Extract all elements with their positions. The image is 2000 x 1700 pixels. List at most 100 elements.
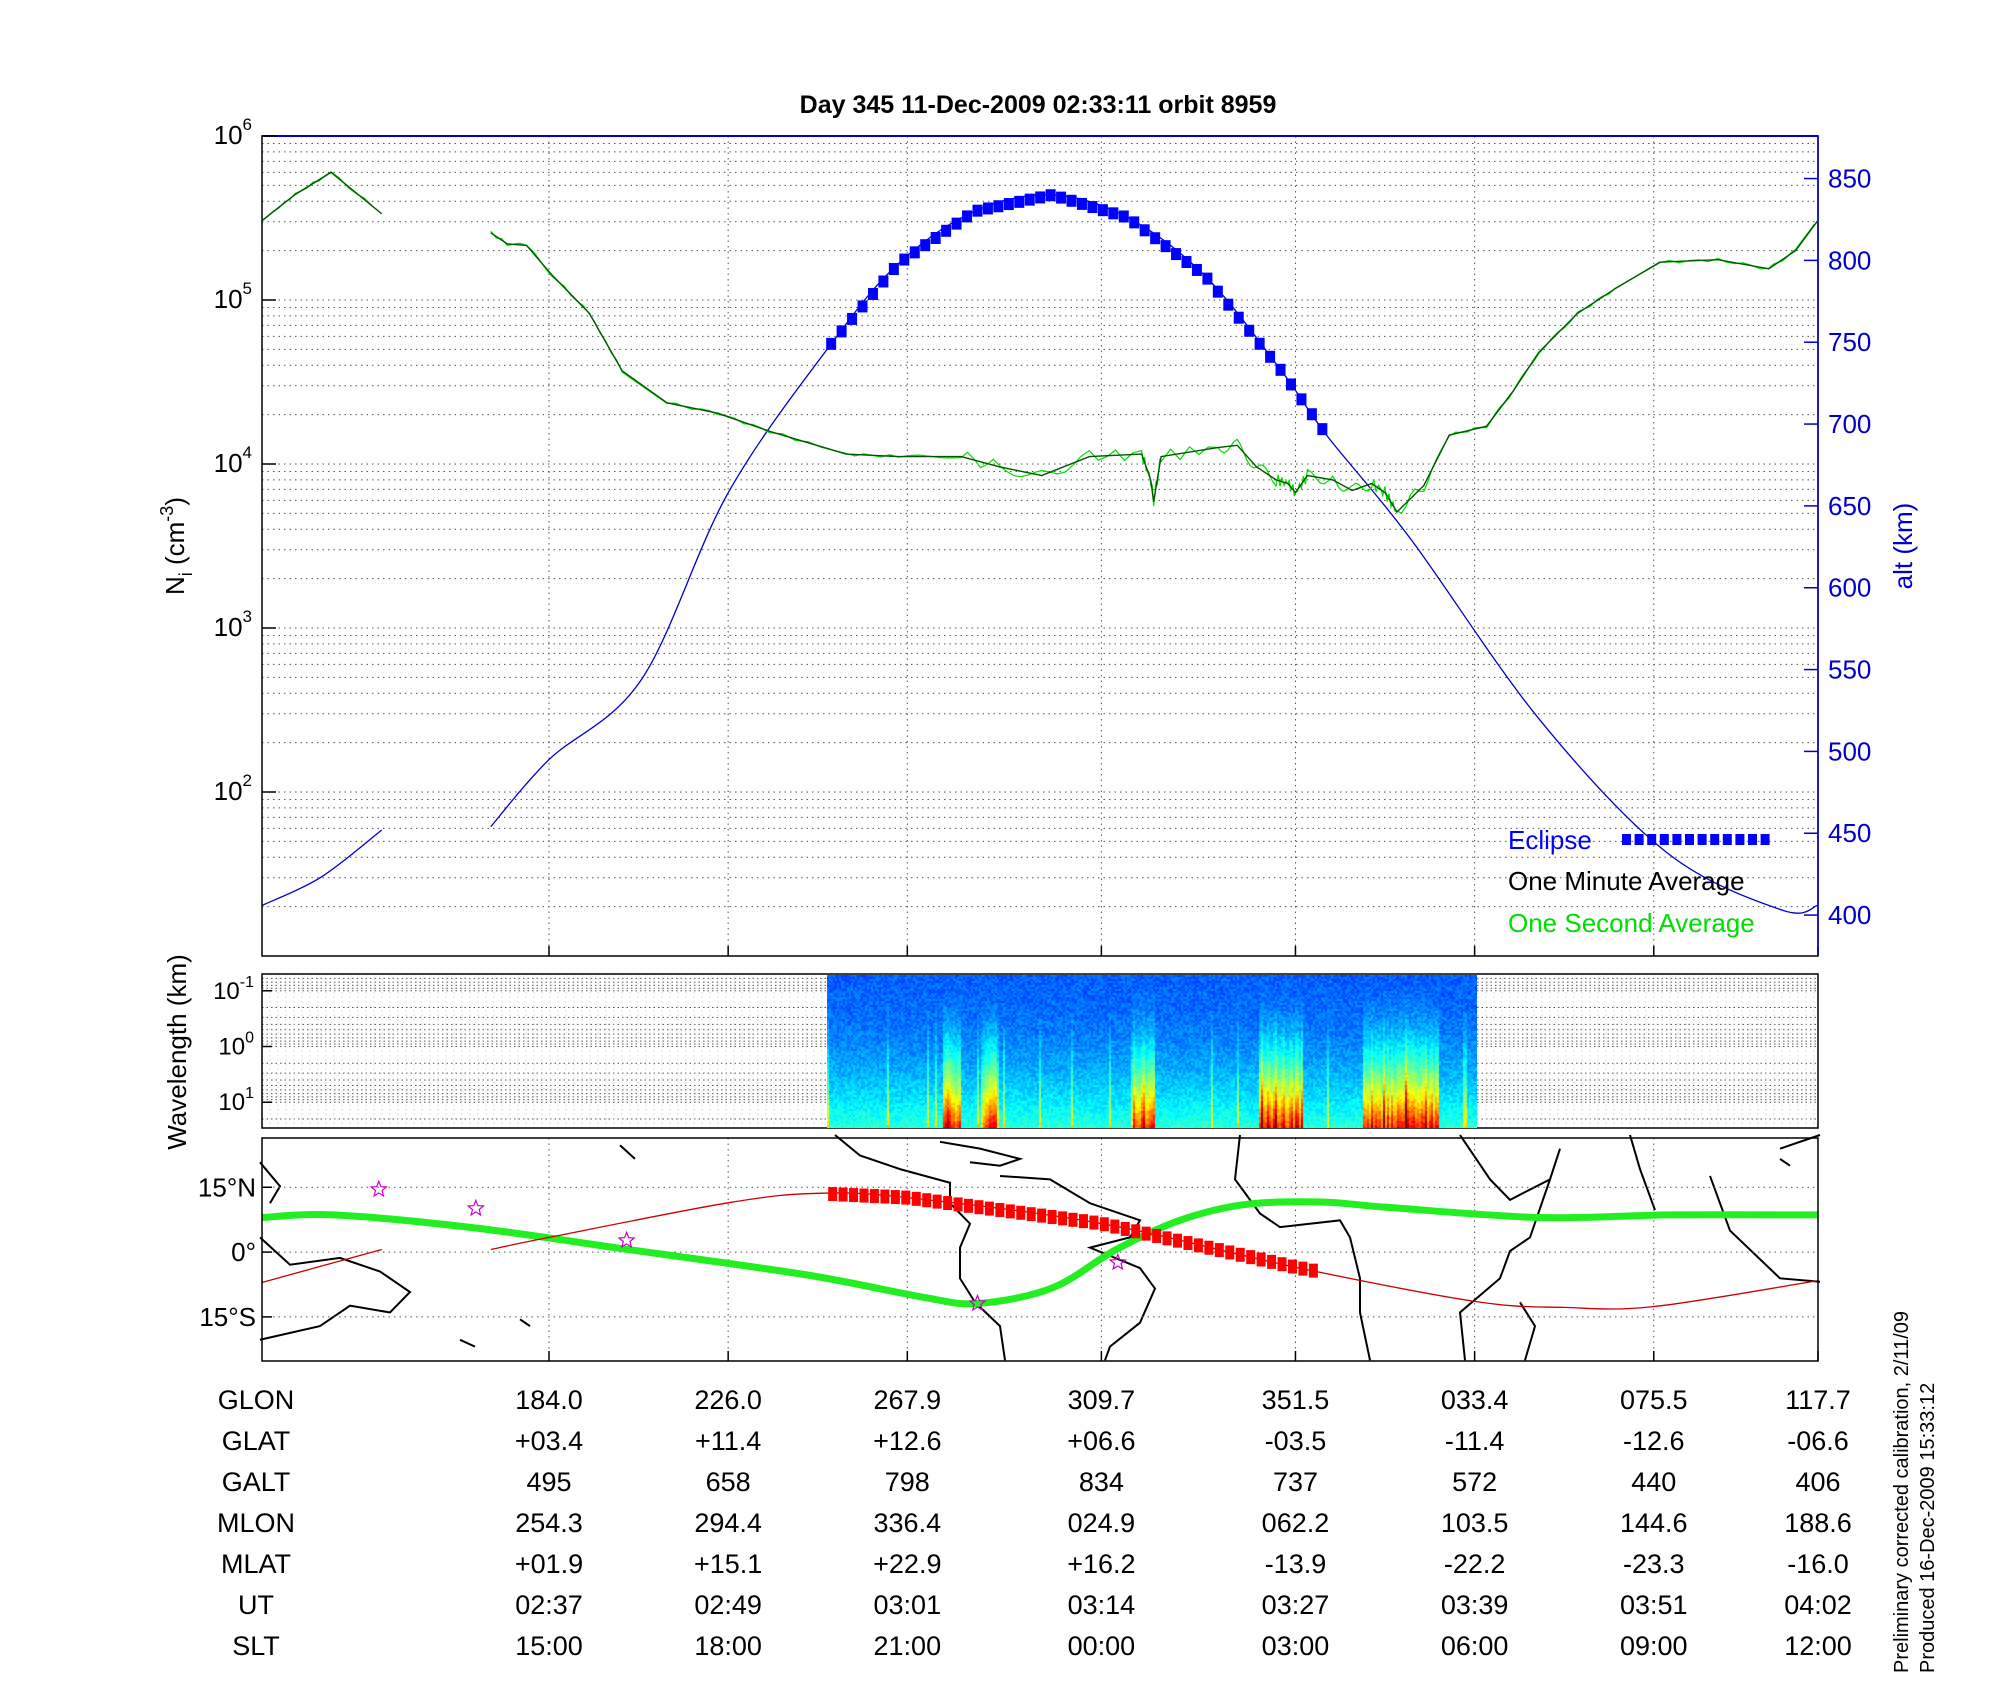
table-cell: +06.6 [1067,1426,1135,1456]
table-cell: -11.4 [1445,1426,1505,1456]
eclipse-track-marker [1110,1219,1120,1234]
table-row-label: MLAT [221,1549,291,1579]
eclipse-track-marker [1068,1212,1078,1227]
eclipse-track-marker [1026,1207,1036,1222]
eclipse-track-marker [1173,1233,1183,1248]
legend-eclipse-marker [1722,834,1732,845]
table-cell: 572 [1452,1467,1497,1497]
eclipse-marker [857,300,868,313]
eclipse-track-marker [953,1197,963,1212]
tick-exponent: 0 [245,1030,254,1047]
dip-equator-line [262,1198,1819,1308]
table-cell: 062.2 [1262,1508,1330,1538]
map-frame [261,1137,1819,1362]
eclipse-track-marker [1298,1261,1308,1276]
table-cell: 737 [1273,1467,1318,1497]
figure-title: Day 345 11-Dec-2009 02:33:11 orbit 8959 [800,91,1277,119]
eclipse-track-marker [1162,1231,1172,1246]
eclipse-marker [1118,210,1129,223]
eclipse-track-marker [890,1190,900,1205]
table-cell: +15.1 [694,1549,762,1579]
eclipse-track-marker [838,1187,848,1202]
coastline-asia [1630,1135,1820,1282]
eclipse-track-marker [1089,1215,1099,1230]
table-cell: -16.0 [1787,1549,1849,1579]
table-cell: +03.4 [515,1426,583,1456]
star-marker [369,1179,388,1198]
eclipse-track-marker [932,1194,942,1209]
star-marker [968,1293,987,1312]
eclipse-track-marker [869,1189,879,1204]
lat-tick-label: 0° [231,1237,256,1267]
table-cell: 226.0 [694,1385,762,1415]
legend-eclipse-marker [1710,834,1720,845]
alt-tick-label: 500 [1828,736,1871,766]
table-cell: 00:00 [1068,1631,1136,1661]
table-cell: 351.5 [1262,1385,1330,1415]
table-cell: -03.5 [1265,1426,1327,1456]
table-cell: 03:14 [1068,1590,1136,1620]
alt-tick-label: 650 [1828,491,1871,521]
table-cell: +22.9 [873,1549,941,1579]
table-cell: 12:00 [1784,1631,1852,1661]
legend-eclipse-marker [1697,834,1707,845]
one-second-average-line [262,171,374,221]
table-row-label: UT [238,1590,274,1620]
eclipse-track-marker [1016,1205,1026,1220]
eclipse-track-marker [911,1191,921,1206]
eclipse-marker [1139,224,1150,237]
table-cell: 15:00 [515,1631,583,1661]
eclipse-track-marker [1287,1259,1297,1274]
eclipse-marker [1087,201,1098,214]
eclipse-track-marker [922,1193,932,1208]
legend-eclipse-marker [1622,834,1631,845]
table-cell: 144.6 [1620,1508,1688,1538]
eclipse-marker [1244,324,1255,337]
spectrogram-frame [261,973,1819,1129]
table-cell: 02:49 [694,1590,762,1620]
star-marker [1108,1252,1127,1271]
eclipse-marker [826,337,837,350]
table-cell: 336.4 [874,1508,942,1538]
eclipse-marker [1076,197,1087,210]
legend-eclipse-marker [1685,834,1694,845]
map-tracks: 15°N 0° 15°S [198,1137,1819,1362]
eclipse-track-marker [1152,1228,1162,1243]
tick-exponent: 3 [243,607,252,626]
eclipse-marker [1275,363,1286,376]
eclipse-track-marker [1099,1217,1109,1232]
table-cell: 03:39 [1441,1590,1509,1620]
table-cell: -06.6 [1787,1426,1849,1456]
coastlines [260,1135,1820,1360]
label-pre: (cm [160,522,190,573]
alt-tick-label: 600 [1828,573,1871,603]
legend-eclipse: Eclipse [1508,825,1592,855]
y-axis-label: Ni (cm-3) [157,497,196,595]
eclipse-track-marker [964,1198,974,1213]
y-tick-label: 100 [218,1030,254,1061]
table-cell: 406 [1795,1467,1840,1497]
tick-exponent: 6 [243,115,252,134]
eclipse-track-marker [1204,1240,1214,1255]
y-tick-label: 106 [214,115,252,150]
eclipse-marker [930,231,941,244]
orbit-track-line [262,1248,382,1283]
eclipse-marker [972,204,983,217]
eclipse-track-marker [828,1187,838,1202]
coastline-south-america [620,1135,1155,1360]
eclipse-marker [941,224,952,237]
eclipse-marker [1212,285,1223,298]
footer-produced: Produced 16-Dec-2009 15:33:12 [1917,1383,1939,1673]
eclipse-track-marker [1005,1204,1015,1219]
eclipse-track-marker [1308,1263,1318,1278]
table-cell: 294.4 [694,1508,762,1538]
eclipse-marker [1202,272,1213,285]
eclipse-track-marker [1078,1214,1088,1229]
table-cell: -13.9 [1265,1549,1327,1579]
tick-base: 10 [214,120,243,150]
eclipse-marker [1129,216,1140,229]
eclipse-track-marker [1267,1254,1277,1269]
eclipse-track-marker [1256,1252,1266,1267]
